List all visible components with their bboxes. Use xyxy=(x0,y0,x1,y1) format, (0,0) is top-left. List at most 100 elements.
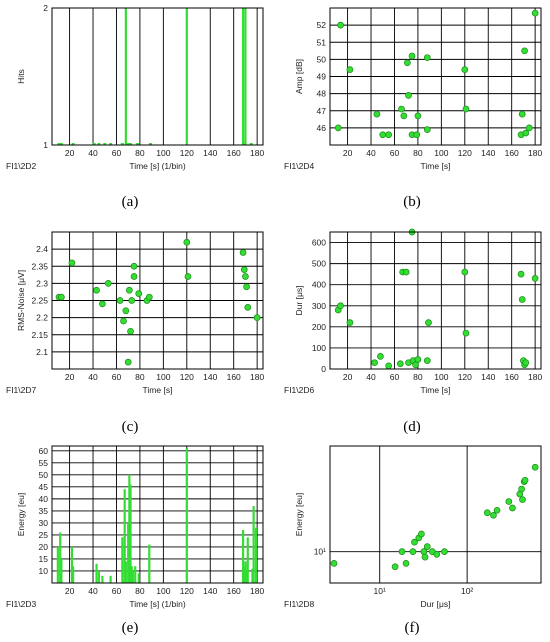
data-point xyxy=(120,317,127,325)
data-point xyxy=(413,131,421,139)
x-tick-label: 80 xyxy=(135,586,145,596)
x-axis-label: Time [s] xyxy=(421,385,451,395)
data-point xyxy=(242,273,249,280)
x-tick-label: 160 xyxy=(227,586,241,596)
data-point xyxy=(461,66,469,74)
data-point xyxy=(423,543,431,551)
y-tick-label: 25 xyxy=(39,530,49,540)
x-tick-label: 20 xyxy=(65,148,75,158)
data-point xyxy=(346,66,354,74)
panel-caption: (c) xyxy=(122,419,139,435)
x-tick-label: 20 xyxy=(343,148,353,158)
x-tick-label: 180 xyxy=(250,148,264,158)
data-point xyxy=(116,297,124,304)
x-tick-label: 100 xyxy=(156,586,170,596)
x-tick-label: 100 xyxy=(434,148,448,158)
y-tick-label: 2.25 xyxy=(31,296,48,306)
y-tick-label: 60 xyxy=(39,446,49,456)
plot-area xyxy=(52,8,263,145)
data-point xyxy=(423,357,431,364)
data-point xyxy=(493,506,501,514)
x-tick-label: 180 xyxy=(528,372,542,382)
data-point xyxy=(377,353,384,360)
y-tick-label: 2.15 xyxy=(31,330,48,340)
x-tick-label: 120 xyxy=(458,148,472,158)
data-point xyxy=(122,307,130,315)
panel-id: FI1\2D2 xyxy=(6,161,37,171)
x-tick-label: 160 xyxy=(227,148,241,158)
x-tick-label: 40 xyxy=(88,372,98,382)
data-point xyxy=(183,238,191,246)
x-tick-label: 40 xyxy=(366,372,376,382)
x-tick-label: 10¹ xyxy=(374,586,386,596)
y-tick-label: 1 xyxy=(43,140,48,150)
data-point xyxy=(58,293,65,301)
chart-panel-5: 20 40 60 80 100 120 140 160 180 10 15 20 25 30 35 40 45 5… xyxy=(6,445,264,636)
y-tick-label: 300 xyxy=(312,301,326,311)
data-point xyxy=(145,293,153,301)
data-point xyxy=(398,548,406,556)
data-point xyxy=(337,21,344,29)
plot-frame xyxy=(51,445,264,584)
data-point xyxy=(462,105,470,113)
y-axis-label: Energy [eu] xyxy=(16,493,26,536)
data-point xyxy=(531,463,539,471)
y-axis-label: Hits xyxy=(16,69,26,84)
plot-frame xyxy=(51,231,264,370)
panel-id: FI1\2D3 xyxy=(6,599,37,609)
data-point xyxy=(330,560,338,567)
y-tick-label: 2.3 xyxy=(36,278,48,288)
x-tick-label: 120 xyxy=(180,372,194,382)
data-point xyxy=(402,268,410,276)
y-tick-label: 35 xyxy=(39,506,49,516)
y-axis-label: Amp [dB] xyxy=(294,59,304,94)
panel-caption: (f) xyxy=(405,620,420,636)
x-axis-label: Dur [μs] xyxy=(421,599,451,609)
y-tick-label: 55 xyxy=(39,458,49,468)
x-axis-label: Time [s] (1/bin) xyxy=(129,161,186,171)
data-point xyxy=(396,360,404,368)
data-point xyxy=(462,329,470,337)
data-point xyxy=(525,124,533,132)
panel-id: FI1\2D7 xyxy=(6,385,37,395)
data-point xyxy=(244,304,252,311)
data-point xyxy=(531,275,539,282)
x-tick-label: 60 xyxy=(112,372,122,382)
plot-area xyxy=(330,446,541,583)
x-tick-label: 160 xyxy=(505,372,519,382)
x-tick-label: 140 xyxy=(203,586,217,596)
data-point xyxy=(423,126,431,133)
data-point xyxy=(391,563,399,571)
data-point xyxy=(522,129,530,137)
x-tick-label: 140 xyxy=(481,148,495,158)
x-tick-label: 40 xyxy=(366,148,376,158)
y-tick-label: 50 xyxy=(39,470,49,480)
data-point xyxy=(253,314,261,321)
chart-panel-4: 20 40 60 80 100 120 140 160 180 0 100 200 300 400 500 6… xyxy=(284,228,542,435)
y-tick-label: 400 xyxy=(312,280,326,290)
x-tick-label: 80 xyxy=(413,372,423,382)
data-point xyxy=(518,110,526,118)
y-tick-label: 2.1 xyxy=(36,347,48,357)
y-tick-label: 40 xyxy=(39,494,49,504)
data-point xyxy=(518,296,526,303)
panel-caption: (b) xyxy=(403,194,421,210)
data-point xyxy=(385,362,392,370)
data-point xyxy=(371,359,378,367)
x-tick-label: 100 xyxy=(434,372,448,382)
x-tick-label: 140 xyxy=(203,372,217,382)
x-tick-label: 180 xyxy=(528,148,542,158)
y-tick-label: 2.4 xyxy=(36,244,48,254)
x-tick-label: 100 xyxy=(156,148,170,158)
x-tick-label: 60 xyxy=(390,372,400,382)
data-point xyxy=(414,356,422,363)
x-tick-label: 20 xyxy=(65,372,75,382)
x-tick-label: 180 xyxy=(250,586,264,596)
plot-frame xyxy=(329,7,542,146)
data-point xyxy=(408,52,416,60)
data-point xyxy=(127,327,134,335)
data-point xyxy=(400,112,408,120)
x-tick-label: 60 xyxy=(112,586,122,596)
x-tick-label: 80 xyxy=(135,148,145,158)
x-tick-label: 60 xyxy=(390,148,400,158)
